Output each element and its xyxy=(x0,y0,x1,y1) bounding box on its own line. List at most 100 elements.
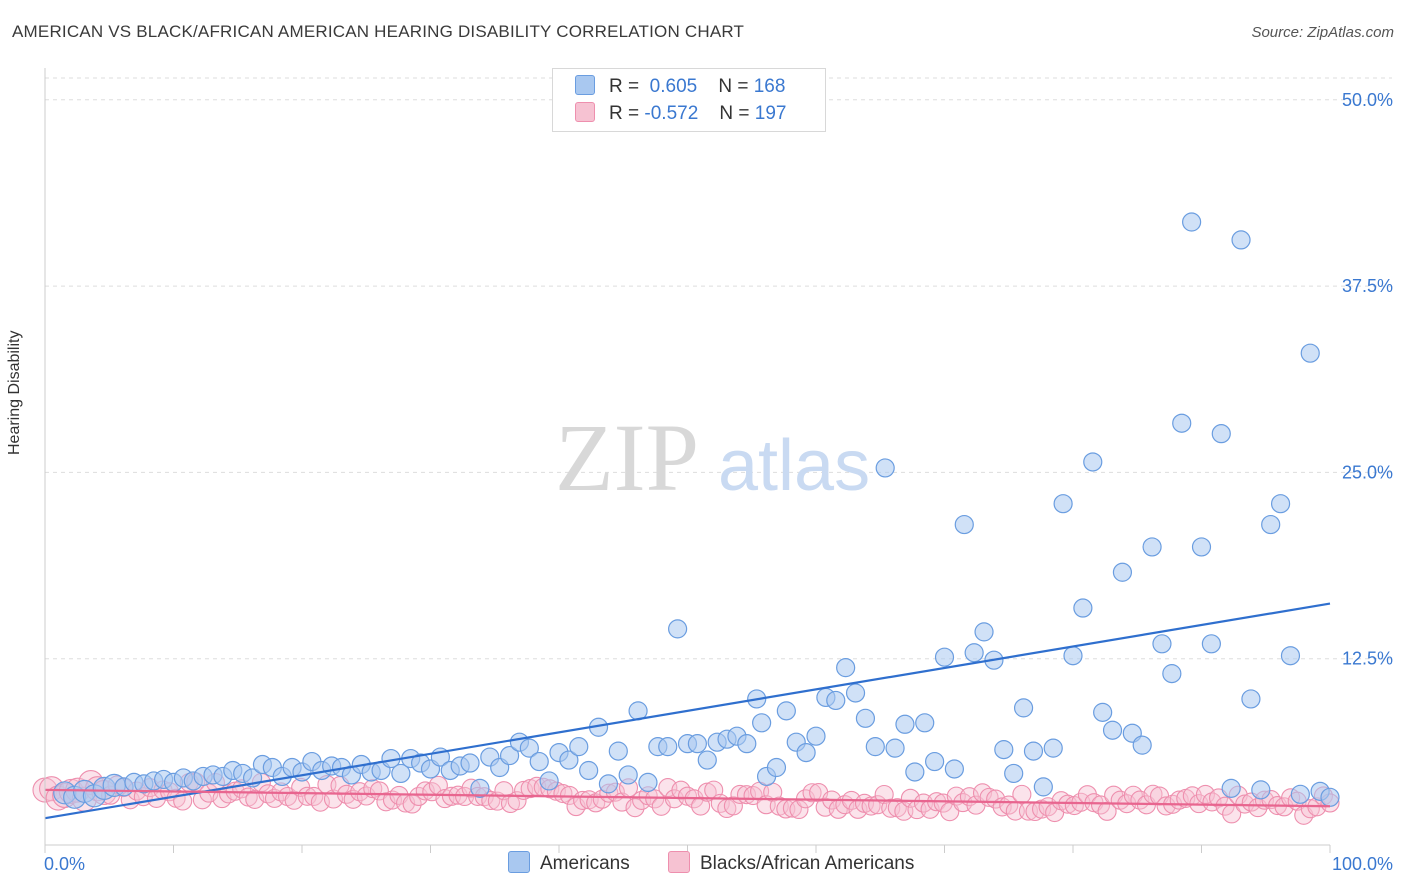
point-americans-61 xyxy=(658,737,678,757)
point-americans-124 xyxy=(1270,494,1291,514)
point-americans-47 xyxy=(519,738,539,758)
bottom-legend-label-americans: Americans xyxy=(540,853,630,874)
x-tick-label-100: 100.0% xyxy=(1332,854,1393,874)
bottom-legend-label-blacks: Blacks/African Americans xyxy=(700,853,915,874)
point-americans-69 xyxy=(737,734,757,754)
point-americans-119 xyxy=(1221,778,1241,798)
point-americans-127 xyxy=(1300,343,1320,363)
point-americans-91 xyxy=(944,759,964,779)
point-blacks-79 xyxy=(553,783,573,804)
point-americans-85 xyxy=(885,738,905,758)
legend-row-americans: R = 0.605 N = 168 xyxy=(575,75,785,98)
point-americans-106 xyxy=(1093,702,1113,722)
point-blacks-180 xyxy=(1215,796,1235,816)
trend-line-americans xyxy=(44,602,1331,820)
legend-r-value-americans: 0.605 xyxy=(649,76,698,97)
point-americans-108 xyxy=(1112,562,1133,582)
point-americans-125 xyxy=(1280,646,1301,666)
point-americans-86 xyxy=(895,714,915,734)
legend-r-label: R = xyxy=(609,103,640,124)
point-americans-96 xyxy=(994,740,1014,760)
point-americans-92 xyxy=(954,514,974,535)
legend-swatch-blacks xyxy=(575,102,595,122)
y-tick-label-3: 50.0% xyxy=(1342,90,1393,110)
y-axis-label: Hearing Disability xyxy=(6,330,23,456)
point-americans-99 xyxy=(1023,741,1044,761)
point-americans-123 xyxy=(1261,514,1281,535)
point-americans-84 xyxy=(875,458,895,478)
point-americans-83 xyxy=(865,737,885,757)
legend-r-value-blacks: -0.572 xyxy=(644,103,699,124)
point-blacks-51 xyxy=(369,781,389,801)
point-americans-94 xyxy=(974,622,994,642)
legend-n-label: N = xyxy=(718,76,749,97)
point-americans-64 xyxy=(687,734,707,754)
point-americans-59 xyxy=(638,772,658,793)
point-americans-129 xyxy=(1320,787,1340,807)
point-americans-71 xyxy=(752,713,772,733)
y-tick-label-1: 25.0% xyxy=(1342,462,1393,482)
bottom-legend-swatch-blacks xyxy=(668,851,690,873)
y-tick-label-2: 37.5% xyxy=(1342,276,1393,296)
point-americans-103 xyxy=(1063,646,1083,666)
point-americans-57 xyxy=(618,765,638,785)
chart-title: AMERICAN VS BLACK/AFRICAN AMERICAN HEARI… xyxy=(12,22,745,41)
point-americans-81 xyxy=(845,683,866,703)
point-blacks-117 xyxy=(802,783,822,803)
legend-n-label: N = xyxy=(719,103,750,124)
legend: R = 0.605 N = 168 R = -0.572 N = 197 xyxy=(552,68,826,132)
point-americans-52 xyxy=(569,737,589,757)
point-americans-48 xyxy=(529,751,549,772)
point-americans-88 xyxy=(915,713,935,733)
point-americans-79 xyxy=(826,690,846,711)
trend-line-blacks xyxy=(44,788,1331,808)
point-americans-62 xyxy=(668,619,688,639)
watermark-zip: ZIP xyxy=(555,404,699,511)
point-americans-126 xyxy=(1290,784,1310,804)
legend-swatch-americans xyxy=(575,75,595,95)
point-americans-49 xyxy=(539,771,559,791)
point-americans-45 xyxy=(499,745,520,766)
point-americans-100 xyxy=(1033,777,1053,797)
grid-lines xyxy=(45,77,1392,660)
trend-lines xyxy=(44,602,1331,820)
point-blacks-105 xyxy=(723,796,743,816)
point-americans-76 xyxy=(796,742,816,763)
point-americans-73 xyxy=(766,757,787,778)
bottom-legend-swatch-americans xyxy=(508,851,530,873)
point-blacks-193 xyxy=(1300,799,1320,819)
point-americans-82 xyxy=(855,708,876,728)
point-americans-41 xyxy=(460,753,480,773)
point-blacks-100 xyxy=(691,796,711,816)
point-americans-51 xyxy=(559,750,579,770)
point-americans-53 xyxy=(579,760,599,781)
point-americans-101 xyxy=(1043,738,1063,758)
point-americans-112 xyxy=(1152,634,1172,654)
point-americans-122 xyxy=(1251,780,1271,800)
point-americans-110 xyxy=(1132,735,1152,755)
point-americans-77 xyxy=(806,726,826,746)
point-americans-120 xyxy=(1231,230,1251,250)
point-americans-87 xyxy=(905,762,925,782)
point-americans-105 xyxy=(1083,452,1103,472)
point-blacks-90 xyxy=(625,798,645,818)
point-americans-89 xyxy=(925,751,945,772)
point-americans-55 xyxy=(598,774,619,794)
legend-r-label: R = xyxy=(609,76,640,97)
bottom-legend-blacks: Blacks/African Americans xyxy=(668,851,914,875)
point-americans-111 xyxy=(1142,537,1162,557)
point-americans-97 xyxy=(1004,763,1024,784)
watermark-atlas: atlas xyxy=(718,426,870,506)
point-blacks-93 xyxy=(645,789,665,809)
point-americans-104 xyxy=(1073,598,1093,618)
point-americans-74 xyxy=(776,701,796,721)
point-americans-107 xyxy=(1102,720,1123,740)
source-label: Source: ZipAtlas.com xyxy=(1251,24,1394,41)
point-americans-93 xyxy=(964,643,984,663)
x-tick-label-0: 0.0% xyxy=(44,854,85,874)
bottom-legend-americans: Americans xyxy=(508,851,630,875)
point-americans-113 xyxy=(1162,664,1182,684)
point-blacks-149 xyxy=(1012,784,1032,804)
point-americans-121 xyxy=(1241,689,1261,709)
